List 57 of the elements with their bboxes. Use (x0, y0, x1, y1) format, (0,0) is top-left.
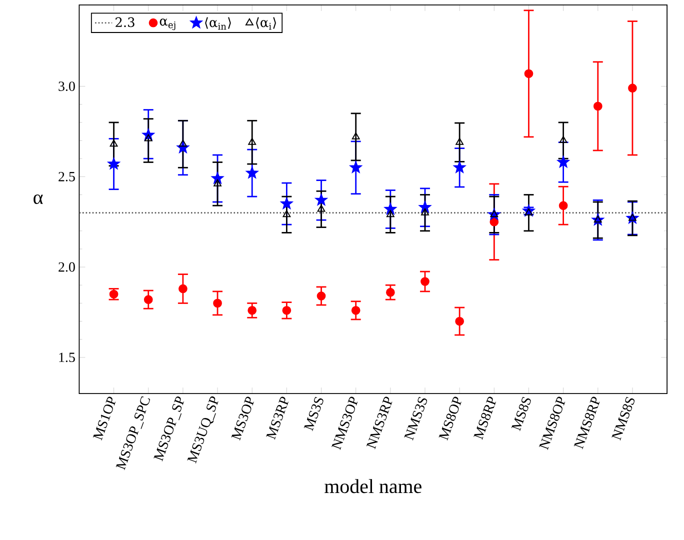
point (214, 179, 222, 186)
point (211, 172, 224, 184)
point (282, 306, 292, 315)
point (453, 161, 466, 173)
legend-label: ⟨α$_{i}$⟩ (256, 17, 276, 30)
point (179, 140, 187, 147)
x-tick-label: MS8OP (438, 396, 462, 441)
point (213, 298, 222, 308)
point (386, 210, 394, 218)
point (386, 288, 395, 297)
legend-label: ⟨α$_{in}$⟩ (205, 17, 231, 30)
point (384, 202, 397, 214)
point (421, 208, 429, 216)
point (628, 214, 636, 221)
x-tick-label: MS8RP (474, 396, 496, 440)
point (248, 306, 257, 315)
point (490, 210, 498, 218)
point (628, 84, 637, 93)
x-tick-label: MS3S (304, 396, 324, 432)
legend-label: α$_{ej}$ (160, 18, 176, 30)
point (317, 204, 326, 212)
point (351, 306, 360, 315)
point (110, 140, 118, 147)
point (593, 102, 602, 111)
point (350, 161, 362, 173)
y-tick-label: 2.0 (58, 262, 75, 272)
y-tick-label: 3.0 (58, 82, 75, 92)
point (557, 156, 570, 168)
y-tick-label: 1.5 (59, 352, 75, 362)
point (316, 292, 326, 300)
point (559, 136, 568, 144)
point (594, 216, 602, 223)
point (420, 277, 430, 286)
point (178, 284, 188, 294)
x-axis-title: model name (324, 479, 422, 494)
x-tick-label: NMS8S (612, 396, 635, 441)
point (558, 201, 568, 210)
y-axis-title: α (34, 194, 43, 204)
point (246, 166, 258, 178)
point (144, 295, 153, 304)
point (280, 197, 293, 210)
x-tick-label: MS3RP (266, 396, 289, 440)
legend-label: 2.3 (116, 17, 134, 28)
y-tick-label: 2.5 (58, 172, 75, 182)
point (108, 158, 120, 170)
x-tick-label: MS3OP (231, 396, 254, 441)
point (455, 316, 464, 326)
x-tick-label: MS1OP (92, 396, 116, 441)
point (352, 132, 360, 140)
point (144, 134, 152, 142)
x-tick-label: MS8S (511, 396, 531, 432)
point (456, 138, 464, 145)
point (524, 69, 534, 78)
point (248, 138, 256, 145)
point (315, 194, 328, 206)
x-tick-label: NMS3S (404, 396, 428, 441)
point (282, 210, 291, 218)
